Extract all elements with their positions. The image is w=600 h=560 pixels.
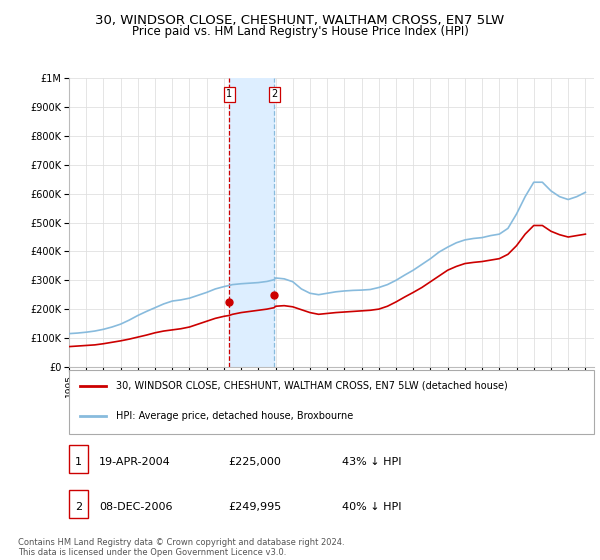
Text: 30, WINDSOR CLOSE, CHESHUNT, WALTHAM CROSS, EN7 5LW (detached house): 30, WINDSOR CLOSE, CHESHUNT, WALTHAM CRO… — [116, 381, 508, 391]
Text: 30, WINDSOR CLOSE, CHESHUNT, WALTHAM CROSS, EN7 5LW: 30, WINDSOR CLOSE, CHESHUNT, WALTHAM CRO… — [95, 14, 505, 27]
Text: £225,000: £225,000 — [228, 457, 281, 467]
Text: 2: 2 — [271, 89, 277, 99]
Text: £249,995: £249,995 — [228, 502, 281, 512]
Text: 43% ↓ HPI: 43% ↓ HPI — [342, 457, 401, 467]
Text: 2: 2 — [75, 502, 82, 512]
Text: 08-DEC-2006: 08-DEC-2006 — [99, 502, 173, 512]
Bar — [229, 78, 274, 367]
Text: 1: 1 — [226, 89, 232, 99]
Text: 19-APR-2004: 19-APR-2004 — [99, 457, 171, 467]
Text: Contains HM Land Registry data © Crown copyright and database right 2024.
This d: Contains HM Land Registry data © Crown c… — [18, 538, 344, 557]
Text: 1: 1 — [75, 457, 82, 467]
Text: Price paid vs. HM Land Registry's House Price Index (HPI): Price paid vs. HM Land Registry's House … — [131, 25, 469, 38]
FancyBboxPatch shape — [69, 370, 594, 434]
Text: 40% ↓ HPI: 40% ↓ HPI — [342, 502, 401, 512]
Text: HPI: Average price, detached house, Broxbourne: HPI: Average price, detached house, Brox… — [116, 411, 353, 421]
